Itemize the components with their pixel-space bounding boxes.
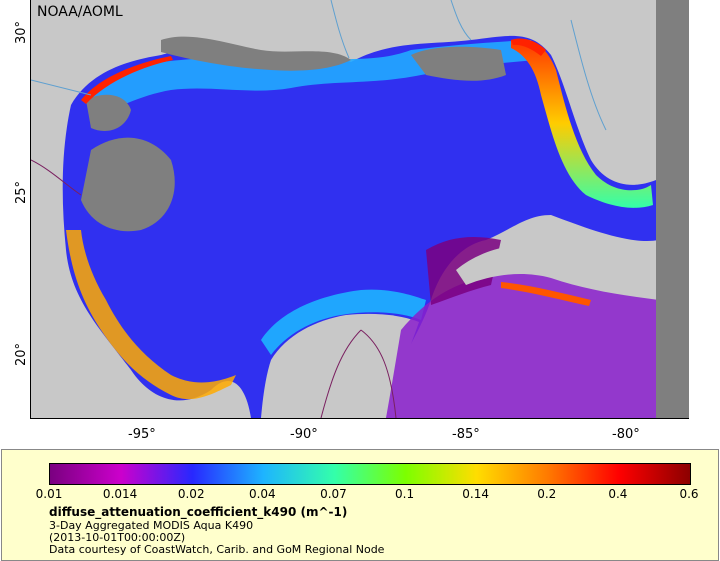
lon-tick-80: -80° [612,427,640,442]
caribbean-water [386,271,659,418]
credit-label: NOAA/AOML [37,4,123,20]
lon-tick-90: -90° [290,427,318,442]
cuba-land [456,244,659,300]
legend-title: diffuse_attenuation_coefficient_k490 (m^… [49,505,348,519]
colorbar-tick-label: 0.4 [608,487,628,501]
nodata-northwest [86,94,131,131]
map-panel[interactable] [30,0,689,419]
k490-map [31,0,689,418]
colorbar-tick-label: 0.6 [679,487,699,501]
colorbar-tick-label: 0.14 [462,487,490,501]
nodata-west [81,137,175,232]
legend-line-3: Data courtesy of CoastWatch, Carib. and … [49,543,385,556]
nodata-east-strip [656,0,689,418]
lat-tick-20: 20° [14,342,30,367]
colorbar-tick-label: 0.07 [320,487,347,501]
legend-line-1: 3-Day Aggregated MODIS Aqua K490 [49,519,254,532]
colorbar-tick-label: 0.1 [395,487,415,501]
cuba-coast [501,282,591,306]
lon-tick-95: -95° [128,427,156,442]
gulf-of-mexico-water [62,35,659,418]
lat-tick-25: 25° [14,180,30,205]
lon-tick-85: -85° [452,427,480,442]
colorbar-tick-label: 0.01 [35,487,63,501]
nodata-northeast [411,46,506,81]
legend-panel: 0.01 0.014 0.02 0.04 0.07 0.1 0.14 0.2 0.4 0.6 di… [1,449,719,561]
rivers [31,0,607,131]
colorbar [49,463,691,485]
northeast-coast-red [511,38,546,56]
legend-line-2: (2013-10-01T00:00:00Z) [49,531,186,544]
yucatan-land [261,313,419,418]
colorbar-tick-label: 0.014 [102,487,138,501]
colorbar-tick-label: 0.02 [177,487,205,501]
nodata-north [161,36,351,71]
north-coast-red [81,56,173,104]
colorbar-tick-label: 0.04 [248,487,276,501]
florida-shelf [511,38,653,208]
west-shelf [66,230,236,400]
borders [31,159,397,418]
colorbar-tick-label: 0.2 [537,487,557,501]
lat-tick-30: 30° [14,20,30,45]
yucatan-shelf [261,289,426,355]
